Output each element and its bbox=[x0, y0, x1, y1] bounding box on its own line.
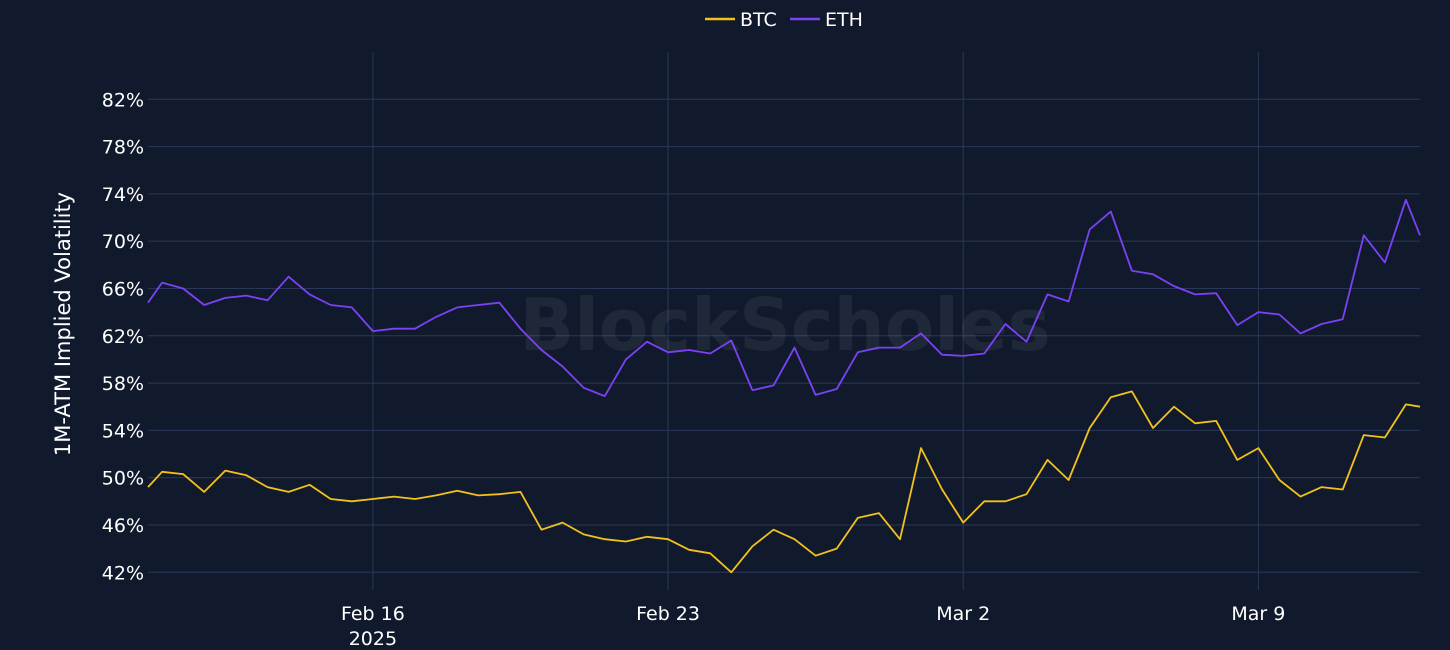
x-tick-label: Mar 9 bbox=[1231, 603, 1285, 625]
x-tick-sublabel: 2025 bbox=[349, 628, 397, 650]
y-tick-label: 46% bbox=[102, 515, 144, 537]
y-tick-label: 42% bbox=[102, 562, 144, 584]
y-tick-label: 70% bbox=[102, 231, 144, 253]
grid-lines bbox=[148, 52, 1420, 590]
y-axis-ticks: 42% 46% 50% 54% 58% 62% 66% 70% 74% 78% 82% bbox=[102, 89, 144, 584]
y-tick-label: 78% bbox=[102, 137, 144, 159]
x-axis-ticks: Feb 16 2025 Feb 23 Mar 2 Mar 9 bbox=[341, 603, 1285, 650]
x-tick-label: Feb 23 bbox=[636, 603, 700, 625]
y-tick-label: 82% bbox=[102, 89, 144, 111]
y-tick-label: 74% bbox=[102, 184, 144, 206]
y-tick-label: 62% bbox=[102, 326, 144, 348]
watermark: BlockScholes bbox=[519, 283, 1050, 367]
y-axis-title: 1M-ATM Implied Volatility bbox=[51, 192, 75, 456]
x-tick-label: Feb 16 bbox=[341, 603, 405, 625]
y-tick-label: 66% bbox=[102, 278, 144, 300]
legend-label-eth[interactable]: ETH bbox=[825, 9, 863, 31]
series-line-btc bbox=[147, 390, 1421, 574]
y-tick-label: 58% bbox=[102, 373, 144, 395]
series-layer bbox=[147, 198, 1421, 574]
series-line-eth bbox=[147, 198, 1421, 398]
legend-label-btc[interactable]: BTC bbox=[740, 9, 777, 31]
x-tick-label: Mar 2 bbox=[936, 603, 990, 625]
legend[interactable]: BTC ETH bbox=[705, 9, 863, 31]
y-tick-label: 54% bbox=[102, 420, 144, 442]
y-tick-label: 50% bbox=[102, 468, 144, 490]
